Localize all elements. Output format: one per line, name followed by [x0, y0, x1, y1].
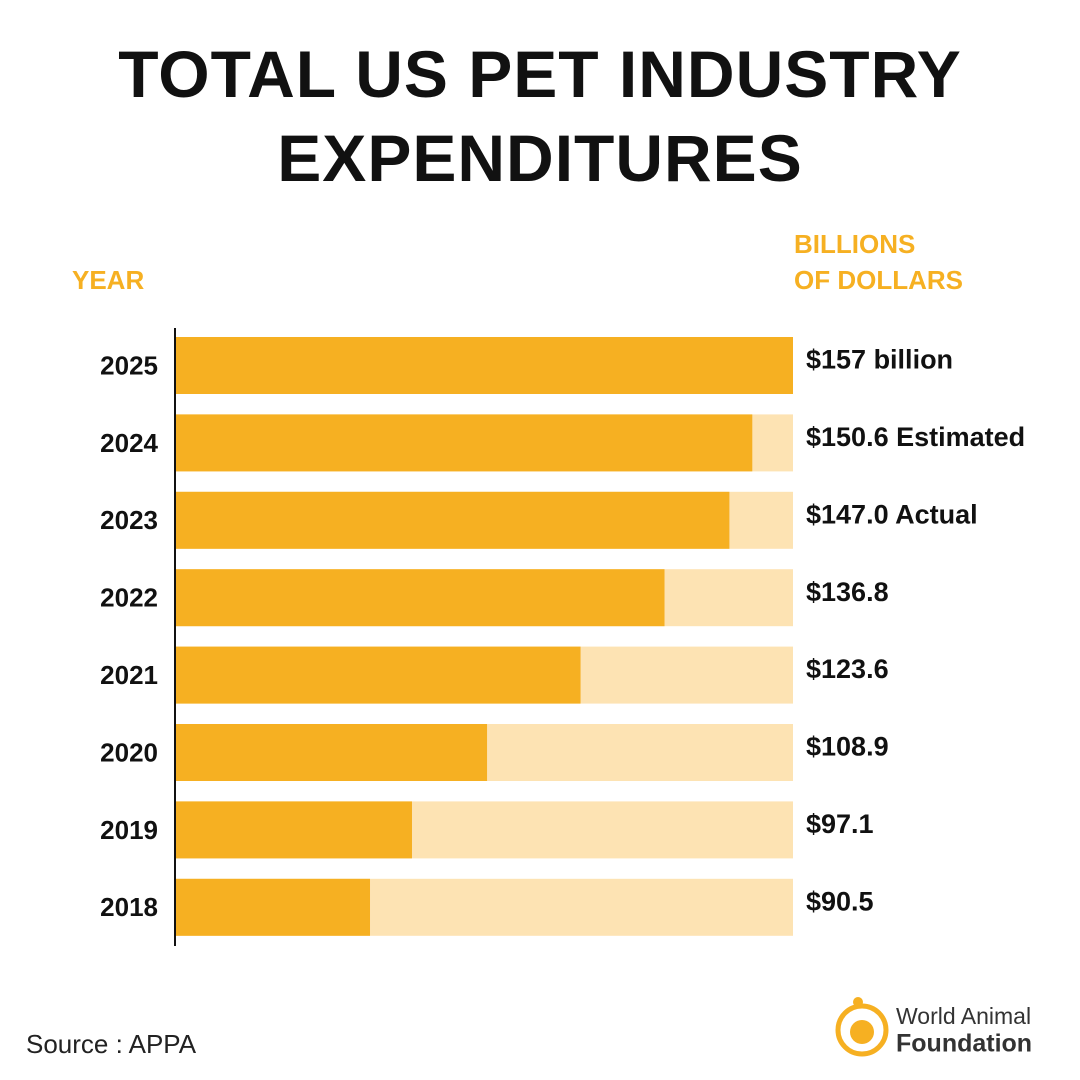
- logo-text: World Animal: [896, 1003, 1031, 1029]
- value-label: $97.1: [806, 809, 874, 839]
- value-label: $147.0 Actual: [806, 499, 978, 529]
- logo-ring: [835, 1003, 889, 1057]
- source: Source : APPA: [26, 1029, 197, 1059]
- bar: [176, 337, 793, 394]
- category-header: YEAR: [72, 265, 144, 295]
- value-label: $108.9: [806, 732, 889, 762]
- y-tick-label: 2023: [100, 505, 158, 535]
- y-tick-label: 2019: [100, 815, 158, 845]
- chart-title: TOTAL US PET INDUSTRY EXPENDITURES: [118, 37, 962, 195]
- value-label: $136.8: [806, 577, 889, 607]
- value-label: $150.6 Estimated: [806, 422, 1025, 452]
- bar: [176, 724, 488, 781]
- value-header: BILLIONS: [794, 229, 915, 259]
- logo-icon: [853, 997, 863, 1007]
- value-label: $157 billion: [806, 345, 953, 375]
- logo: World Animal Foundation: [835, 997, 1032, 1058]
- logo-text: Foundation: [896, 1030, 1032, 1058]
- y-tick-label: 2020: [100, 737, 158, 767]
- value-header: OF DOLLARS: [794, 265, 963, 295]
- bar: [176, 569, 665, 627]
- bar: [176, 878, 371, 936]
- value-label: $90.5: [806, 886, 874, 916]
- y-tick-label: 2025: [100, 350, 158, 380]
- bar: [176, 646, 581, 704]
- y-tick-label: 2021: [100, 660, 158, 690]
- y-tick-label: 2018: [100, 892, 158, 922]
- bar: [176, 414, 753, 472]
- y-tick-label: 2024: [100, 428, 158, 458]
- logo-icon: [850, 1020, 874, 1044]
- bar: [176, 491, 730, 549]
- bar: [176, 801, 412, 859]
- y-tick-label: 2022: [100, 583, 158, 613]
- value-label: $123.6: [806, 654, 889, 684]
